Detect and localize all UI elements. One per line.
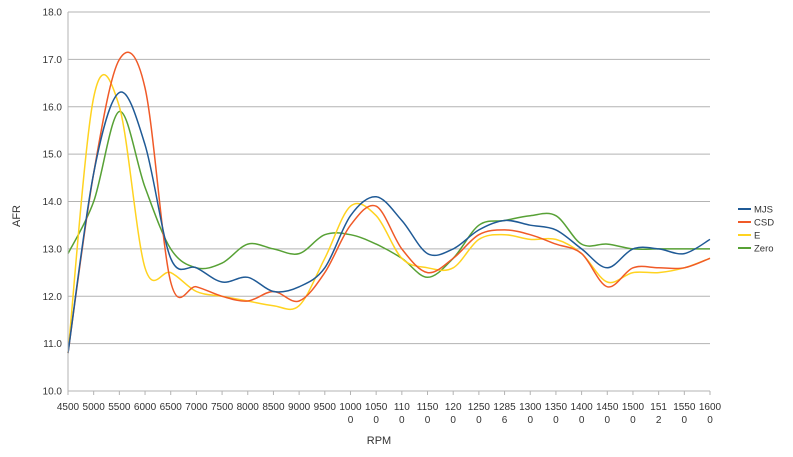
x-tick-labels: 4500 5000 5500 6000 6500 7000 7500 8000 8500 9000…: [57, 402, 722, 426]
x-tick-label: 1500: [622, 402, 645, 413]
y-tick-labels: 10.0 11.0 12.0 13.0 14.0 15.0 16.0 17.0 18.0: [43, 8, 63, 398]
x-tick-label: 9500: [314, 402, 337, 413]
x-tick-label-line2: 0: [630, 415, 636, 426]
y-tick-label: 13.0: [43, 244, 63, 255]
series-line-e: [67, 73, 711, 354]
x-tick-label: 8500: [262, 402, 285, 413]
x-tick-label: 8000: [237, 402, 260, 413]
y-tick-label: 10.0: [43, 387, 63, 398]
x-tick-label: 1250: [468, 402, 491, 413]
x-tick-label: 1350: [545, 402, 568, 413]
x-tick-label: 1285: [493, 402, 516, 413]
x-tick-label-line2: 6: [502, 415, 508, 426]
y-axis-title: AFR: [11, 205, 23, 227]
x-tick-label: 1150: [417, 402, 439, 413]
x-tick-label: 7000: [185, 402, 208, 413]
x-tick-label: 1300: [519, 402, 542, 413]
y-tick-label: 14.0: [43, 197, 63, 208]
x-tick-label: 1050: [365, 402, 388, 413]
x-tick-label: 6000: [134, 402, 157, 413]
x-tick-label-line2: 0: [553, 415, 559, 426]
x-tick-label: 1600: [699, 402, 722, 413]
x-tick-label-line2: 0: [425, 415, 431, 426]
x-tick-label-line2: 0: [527, 415, 533, 426]
x-axis-title: RPM: [367, 435, 391, 447]
x-tick-label: 110: [394, 402, 410, 413]
y-tick-label: 16.0: [43, 102, 63, 113]
x-tick-label: 5000: [83, 402, 106, 413]
x-tick-label: 120: [445, 402, 462, 413]
x-tick-label-line2: 0: [348, 415, 354, 426]
legend-label-e: E: [754, 231, 760, 242]
x-tick-label: 1550: [673, 402, 696, 413]
x-tick-label: 1450: [596, 402, 619, 413]
legend: MJS CSD E Zero: [738, 205, 774, 255]
x-tick-label-line2: 0: [450, 415, 456, 426]
series-lines: [67, 51, 711, 354]
y-tick-label: 12.0: [43, 292, 63, 303]
y-tick-label: 18.0: [43, 8, 63, 19]
y-tick-label: 15.0: [43, 150, 63, 161]
x-tick-label-line2: 0: [579, 415, 585, 426]
series-line-csd: [67, 51, 711, 354]
x-tick-label-line2: 0: [604, 415, 610, 426]
axes: [67, 12, 711, 395]
gridlines: [68, 11, 710, 392]
x-tick-label-line2: 0: [476, 415, 482, 426]
x-tick-label-line2: 0: [373, 415, 379, 426]
x-tick-label: 151: [650, 402, 667, 413]
x-tick-label: 7500: [211, 402, 234, 413]
series-line-mjs: [67, 91, 711, 354]
x-tick-label: 5500: [108, 402, 131, 413]
x-tick-label-line2: 0: [707, 415, 713, 426]
x-tick-label: 4500: [57, 402, 80, 413]
x-tick-label-line2: 2: [656, 415, 662, 426]
y-tick-label: 11.0: [43, 339, 62, 350]
series-line-zero: [67, 110, 710, 279]
y-tick-label: 17.0: [43, 55, 63, 66]
x-tick-label: 1400: [570, 402, 593, 413]
legend-label-zero: Zero: [754, 244, 774, 255]
x-tick-label-line2: 0: [399, 415, 405, 426]
x-tick-label: 9000: [288, 402, 311, 413]
x-tick-label: 6500: [160, 402, 183, 413]
x-tick-label: 1000: [339, 402, 362, 413]
legend-label-mjs: MJS: [754, 205, 773, 216]
x-tick-label-line2: 0: [682, 415, 688, 426]
legend-label-csd: CSD: [754, 218, 774, 229]
